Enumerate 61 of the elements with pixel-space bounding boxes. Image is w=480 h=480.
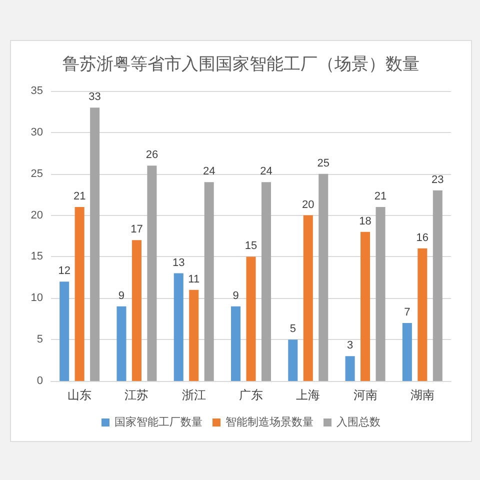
bar <box>432 190 442 381</box>
bar <box>402 323 412 381</box>
data-label: 23 <box>432 174 444 186</box>
bar <box>189 290 199 381</box>
bar <box>345 356 355 381</box>
bar <box>90 108 100 381</box>
y-tick-label: 35 <box>30 85 43 97</box>
x-tick-label: 湖南 <box>410 388 434 402</box>
data-label: 9 <box>118 290 125 302</box>
data-label: 16 <box>416 232 429 244</box>
bar <box>246 256 256 381</box>
bar <box>303 215 313 381</box>
data-label: 21 <box>73 190 86 202</box>
bar <box>418 248 428 381</box>
data-label: 18 <box>359 215 372 228</box>
x-tick-label: 山东 <box>68 388 92 402</box>
data-label: 20 <box>302 198 314 211</box>
bar <box>261 182 271 381</box>
data-label: 17 <box>130 224 143 236</box>
y-tick-label: 0 <box>36 375 43 387</box>
data-label: 12 <box>58 265 70 278</box>
y-tick-label: 15 <box>30 250 43 263</box>
data-label: 11 <box>188 273 200 286</box>
data-label: 13 <box>172 256 185 269</box>
x-tick-label: 浙江 <box>182 388 206 402</box>
data-label: 33 <box>88 91 101 104</box>
y-tick-label: 20 <box>30 209 43 222</box>
data-label: 21 <box>374 190 387 202</box>
x-tick-label: 江苏 <box>124 388 149 402</box>
bar <box>60 282 70 381</box>
legend-label: 国家智能工厂数量 <box>114 416 202 428</box>
bar <box>318 174 328 381</box>
x-tick-label: 河南 <box>353 388 378 402</box>
y-tick-label: 30 <box>30 126 43 138</box>
legend-label: 入围总数 <box>336 416 380 428</box>
data-label: 3 <box>346 340 354 352</box>
bar <box>116 306 126 381</box>
bar <box>174 273 184 381</box>
data-label: 9 <box>232 290 239 302</box>
x-tick-label: 广东 <box>239 388 263 402</box>
y-tick-label: 10 <box>30 292 43 304</box>
data-label: 5 <box>290 323 296 336</box>
data-label: 24 <box>260 166 272 178</box>
bar <box>74 207 84 381</box>
data-label: 7 <box>404 306 410 318</box>
data-label: 24 <box>202 166 216 178</box>
x-tick-label: 上海 <box>296 388 320 402</box>
y-tick-label: 25 <box>30 168 43 180</box>
bar <box>204 182 214 381</box>
bar <box>147 166 157 381</box>
y-tick-label: 5 <box>36 334 43 346</box>
bar <box>376 207 386 381</box>
chart-title: 鲁苏浙粤等省市入围国家智能工厂（场景）数量 <box>62 54 420 74</box>
data-label: 26 <box>146 149 158 162</box>
bar <box>360 232 370 381</box>
bar <box>288 340 298 381</box>
data-label: 15 <box>244 240 258 252</box>
legend-label: 智能制造场景数量 <box>226 416 314 428</box>
bar <box>231 306 241 381</box>
bar <box>132 240 142 381</box>
data-label: 25 <box>317 157 330 170</box>
